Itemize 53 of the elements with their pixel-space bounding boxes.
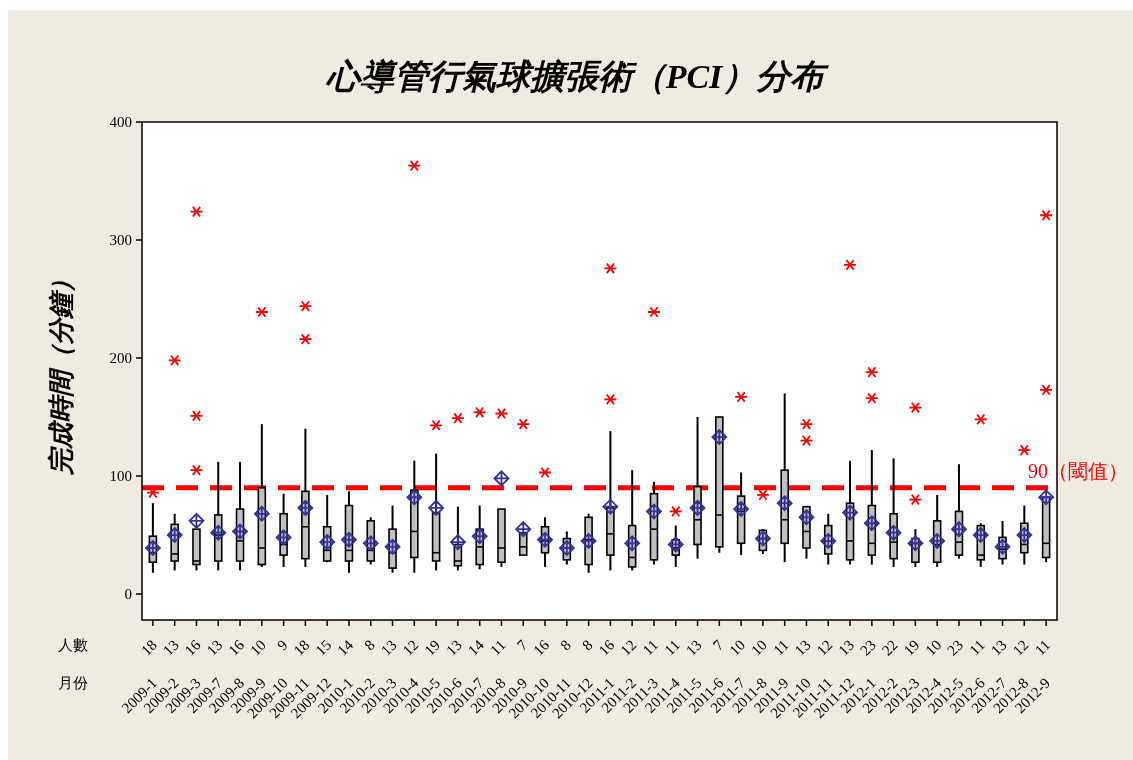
annotation: 7	[513, 636, 531, 654]
annotation: 15	[312, 636, 335, 659]
annotation: 11	[487, 636, 509, 659]
annotation: 8	[579, 636, 596, 654]
y-tick-label: 200	[109, 350, 132, 367]
annotation: 8	[557, 636, 574, 654]
annotation: 10	[748, 636, 771, 659]
annotation: 14	[334, 636, 357, 659]
annotation: 11	[661, 636, 683, 659]
annotation: 12	[399, 636, 422, 659]
annotation: 18	[290, 636, 313, 659]
annotation: 11	[966, 636, 988, 659]
annotation: 18	[138, 636, 161, 659]
annotation: 13	[377, 636, 400, 659]
annotation: 13	[443, 636, 466, 659]
annotation: 14	[464, 636, 488, 659]
annotation: 9	[274, 636, 291, 654]
y-tick-label: 0	[124, 586, 132, 603]
annotation: 7	[709, 636, 727, 654]
annotation: 16	[595, 636, 618, 659]
annotation: 23	[857, 636, 879, 659]
annotation: 19	[900, 636, 923, 659]
annotation: 12	[813, 636, 836, 659]
annotation: 12	[617, 636, 640, 659]
chart-title: 心導管行氣球擴張術（PCI）分布	[324, 58, 830, 95]
annotation: 13	[987, 636, 1010, 659]
annotation: 13	[203, 636, 226, 659]
annotation: 23	[944, 636, 967, 659]
annotation: 16	[225, 636, 248, 659]
annotation: 16	[181, 636, 204, 659]
text: 月份	[58, 675, 88, 691]
ref-line-label: 90（閾值）	[1028, 459, 1128, 482]
text: 人數	[58, 637, 88, 653]
annotation: 12	[1009, 636, 1032, 659]
annotation: 13	[835, 636, 858, 659]
ref-line: 90（閾值）	[142, 459, 1128, 491]
y-tick-label: 300	[109, 232, 132, 249]
annotation: 13	[682, 636, 705, 659]
y-tick-label: 100	[109, 468, 132, 485]
annotation: 13	[159, 636, 182, 659]
annotation: 11	[770, 636, 792, 659]
annotation: 8	[361, 636, 378, 654]
annotation: 11	[639, 636, 662, 659]
annotation: 10	[726, 636, 749, 659]
annotation: 10	[922, 636, 945, 659]
y-axis-title: 完成時間（分鐘）	[47, 267, 76, 475]
annotation: 10	[247, 636, 269, 659]
annotation: 13	[791, 636, 814, 659]
y-tick-label: 400	[109, 114, 132, 130]
annotation: 11	[1031, 636, 1054, 659]
annotation: 22	[878, 636, 901, 659]
annotation: 16	[530, 636, 553, 659]
annotation: 19	[421, 636, 444, 659]
